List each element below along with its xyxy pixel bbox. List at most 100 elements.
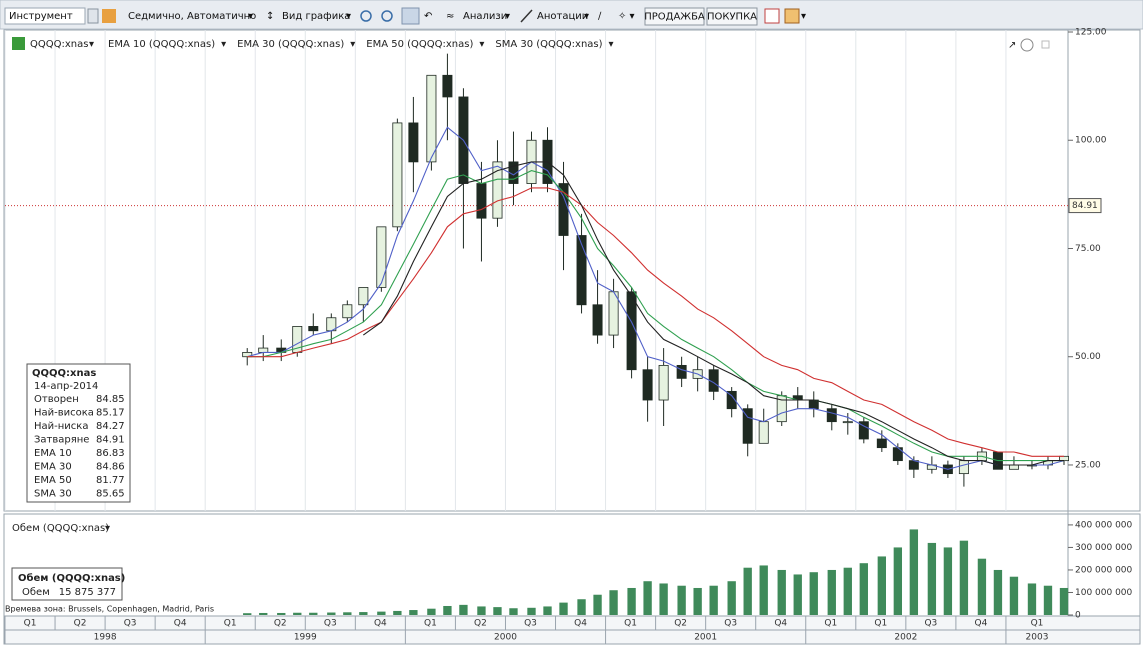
volume-bar [427, 608, 436, 615]
pane-close[interactable] [1041, 40, 1050, 49]
volume-bar [559, 602, 568, 615]
volume-bar [677, 585, 686, 615]
info-value: 86.83 [96, 448, 125, 459]
interval-menu[interactable]: Седмично, Автоматично [128, 11, 256, 22]
timezone: Времева зона: Brussels, Copenhagen, Madr… [5, 605, 214, 614]
x-tick-label: Q1 [24, 619, 37, 629]
annotation-icon [520, 9, 533, 23]
candle-body [958, 460, 969, 475]
buy-label: ПОКУПКА [707, 12, 757, 23]
cursor-menu[interactable]: ✧ ▾ [618, 11, 635, 22]
volume-box-label: Обем [22, 587, 50, 598]
buy-button[interactable] [706, 7, 758, 26]
pen-icon[interactable]: ∕ [598, 11, 602, 22]
volume-bar [859, 563, 868, 615]
candle-body [392, 122, 403, 228]
zoom-out[interactable] [381, 10, 393, 22]
candle-body [408, 122, 419, 163]
x-tick-label: Q1 [874, 619, 887, 629]
legend: EMA 10 (QQQQ:xnas) ▾ EMA 30 (QQQQ:xnas) ▾ EM… [108, 39, 614, 50]
legend-entry[interactable]: EMA 30 (QQQQ:xnas) [237, 39, 344, 50]
volume-bar [993, 569, 1003, 615]
volume-bar [543, 606, 552, 615]
volume-bar [393, 610, 402, 615]
alert-icon[interactable]: ↗ [1008, 40, 1016, 51]
volume-box-value: 15 875 377 [59, 587, 116, 598]
instrument-input[interactable] [4, 7, 86, 25]
volume-bar [743, 567, 752, 615]
volume-bar [843, 567, 852, 615]
undo-icon[interactable]: ↶ [424, 11, 432, 22]
interval-arrow: ▾ [248, 11, 253, 22]
x-tick-label: Q1 [824, 619, 837, 629]
volume-bar [927, 542, 937, 615]
annotations-menu[interactable]: Анотации [537, 11, 588, 22]
x-tick-label: Q4 [975, 619, 988, 629]
info-label: SMA 30 [34, 489, 72, 500]
y-tick-label: 75.00 [1075, 244, 1101, 254]
indicator-line [247, 126, 1065, 470]
candle-body [1008, 464, 1019, 470]
volume-bar [1059, 587, 1069, 615]
last-price-box [1068, 198, 1102, 214]
chart-view-arrow: ▾ [346, 11, 351, 22]
candle-body [658, 364, 669, 401]
chart-view-menu[interactable]: Вид графика [282, 11, 350, 22]
legend-entry[interactable]: SMA 30 (QQQQ:xnas) [495, 39, 602, 50]
zoom-in[interactable] [360, 10, 372, 22]
x-tick-label: Q4 [574, 619, 587, 629]
crosshair-tool[interactable] [401, 7, 420, 25]
info-label: EMA 30 [34, 462, 72, 473]
year-label: 2002 [894, 633, 917, 643]
legend-arrow: ▾ [479, 39, 484, 50]
candle-body [576, 235, 587, 306]
volume-legend-arrow: ▾ [105, 523, 110, 534]
analysis-arrow: ▾ [505, 11, 510, 22]
volume-bar [693, 587, 702, 615]
candle-body [442, 74, 453, 98]
clock-icon[interactable] [1020, 38, 1034, 52]
y-tick-label: 400 000 000 [1075, 520, 1133, 530]
volume-bar [359, 612, 368, 615]
candle-body [642, 369, 653, 401]
legend-arrow: ▾ [350, 39, 355, 50]
volume-bar [809, 572, 818, 615]
legend-arrow: ▾ [89, 39, 94, 50]
legend-instrument[interactable]: QQQQ:xnas [30, 39, 88, 50]
volume-bar [643, 581, 652, 615]
sell-label: ПРОДАЖБА [644, 12, 705, 23]
candle-body [376, 226, 387, 288]
sell-button[interactable] [644, 7, 705, 26]
volume-bar [277, 612, 286, 615]
legend-entry[interactable]: EMA 10 (QQQQ:xnas) [108, 39, 215, 50]
analysis-menu[interactable]: Анализи [463, 11, 507, 22]
print-icon[interactable] [784, 8, 800, 24]
info-value: 85.65 [96, 489, 125, 500]
tool-icon[interactable] [102, 9, 116, 23]
candle-body [742, 408, 753, 444]
info-label: Най-висока [34, 408, 94, 419]
volume-bar [1027, 583, 1037, 615]
candle-body [908, 460, 919, 470]
instrument-button[interactable] [87, 8, 99, 24]
volume-legend[interactable]: Обем (QQQQ:xnas) [12, 523, 109, 534]
volume-bar [293, 612, 302, 615]
volume-bar [343, 612, 352, 615]
candle-body [308, 326, 319, 332]
volume-bar [977, 558, 987, 615]
legend-arrow: ▾ [609, 39, 614, 50]
info-label: Най-ниска [34, 421, 88, 432]
y-tick-label: 100 000 000 [1075, 588, 1133, 598]
x-tick-label: Q2 [674, 619, 687, 629]
price-pane [3, 29, 1141, 512]
legend-entry[interactable]: EMA 50 (QQQQ:xnas) [366, 39, 473, 50]
info-label: Отворен [34, 394, 79, 405]
x-tick-label: Q3 [124, 619, 137, 629]
info-value: 85.17 [96, 408, 125, 419]
volume-bar [327, 612, 336, 615]
chart-settings-icon[interactable] [764, 8, 780, 24]
annotations-arrow: ▾ [584, 11, 589, 22]
x-tick-label: Q1 [424, 619, 437, 629]
